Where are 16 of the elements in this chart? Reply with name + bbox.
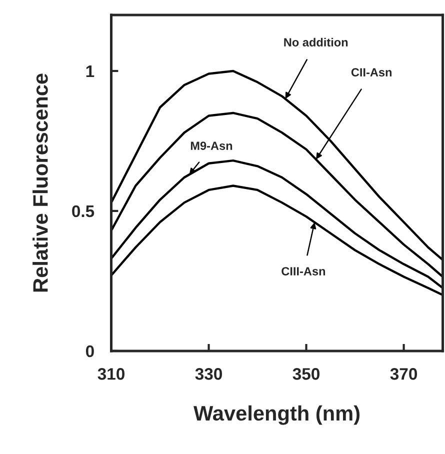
y-axis-title: Relative Fluorescence [32, 74, 48, 292]
series-label: M9-Asn [190, 142, 232, 150]
line-series [111, 159, 443, 290]
text: CII-Asn [351, 68, 392, 77]
y-tick-label: 1 [86, 66, 94, 78]
x-tick-label: 330 [195, 368, 222, 380]
x-tick-label: 370 [390, 368, 417, 380]
x-tick-label: 310 [98, 368, 124, 380]
line-series [111, 112, 443, 278]
text: CIII-Asn [282, 267, 326, 276]
text: No addition [284, 38, 348, 47]
y-tick-label: 0.5 [72, 205, 94, 218]
x-axis-title: Wavelength (nm) [194, 405, 360, 425]
line-series [111, 184, 443, 296]
x-tick-label: 350 [292, 368, 320, 380]
y-tick-label: 0 [86, 345, 94, 358]
